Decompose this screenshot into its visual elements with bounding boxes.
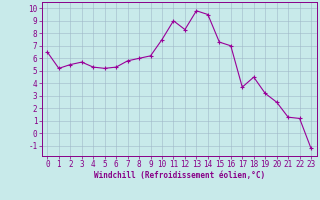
X-axis label: Windchill (Refroidissement éolien,°C): Windchill (Refroidissement éolien,°C) — [94, 171, 265, 180]
